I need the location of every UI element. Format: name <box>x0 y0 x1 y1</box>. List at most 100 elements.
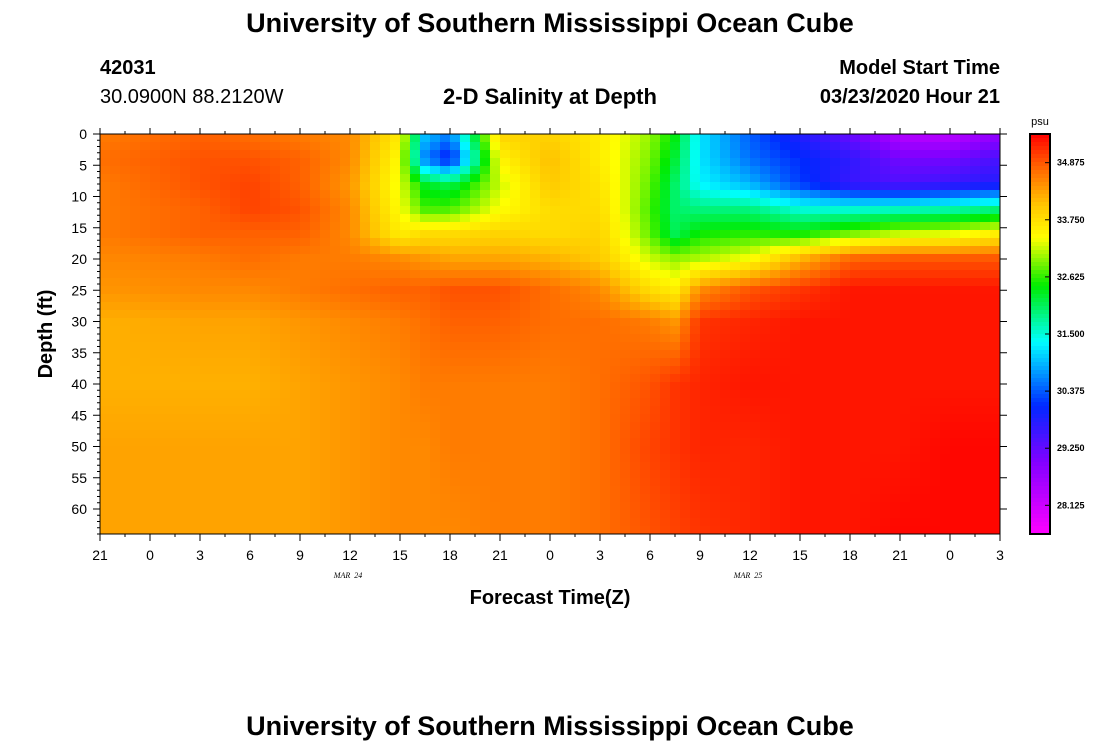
heatmap-cell <box>380 214 391 223</box>
heatmap-cell <box>450 278 461 287</box>
heatmap-cell <box>150 398 161 407</box>
heatmap-cell <box>230 278 241 287</box>
heatmap-cell <box>430 446 441 455</box>
heatmap-cell <box>270 366 281 375</box>
heatmap-cell <box>680 398 691 407</box>
heatmap-cell <box>980 294 991 303</box>
heatmap-cell <box>320 478 331 487</box>
heatmap-cell <box>490 222 501 231</box>
heatmap-cell <box>840 398 851 407</box>
heatmap-cell <box>650 390 661 399</box>
heatmap-cell <box>770 214 781 223</box>
heatmap-cell <box>970 182 981 191</box>
heatmap-cell <box>980 238 991 247</box>
heatmap-cell <box>960 158 971 167</box>
heatmap-cell <box>900 518 911 527</box>
y-tick-label: 20 <box>71 251 87 267</box>
heatmap-cell <box>240 438 251 447</box>
heatmap-cell <box>110 518 121 527</box>
heatmap-cell <box>610 302 621 311</box>
heatmap-cell <box>430 462 441 471</box>
heatmap-cell <box>210 318 221 327</box>
heatmap-cell <box>700 166 711 175</box>
heatmap-cell <box>230 446 241 455</box>
heatmap-cell <box>490 438 501 447</box>
heatmap-cell <box>420 238 431 247</box>
heatmap-cell <box>500 510 511 519</box>
heatmap-cell <box>310 470 321 479</box>
heatmap-cell <box>720 190 731 199</box>
heatmap-cell <box>520 294 531 303</box>
heatmap-cell <box>650 278 661 287</box>
heatmap-cell <box>590 462 601 471</box>
heatmap-cell <box>730 238 741 247</box>
heatmap-cell <box>100 246 111 255</box>
heatmap-cell <box>120 334 131 343</box>
heatmap-cell <box>500 374 511 383</box>
heatmap-cell <box>870 198 881 207</box>
heatmap-cell <box>340 294 351 303</box>
heatmap-cell <box>810 422 821 431</box>
heatmap-cell <box>110 230 121 239</box>
heatmap-cell <box>840 462 851 471</box>
heatmap-cell <box>240 214 251 223</box>
heatmap-cell <box>410 158 421 167</box>
colorbar-segment <box>1030 494 1050 499</box>
heatmap-cell <box>390 342 401 351</box>
heatmap-cell <box>440 246 451 255</box>
heatmap-cell <box>980 526 991 534</box>
heatmap-cell <box>210 446 221 455</box>
heatmap-cell <box>630 366 641 375</box>
y-tick-label: 10 <box>71 189 87 205</box>
heatmap-cell <box>570 174 581 183</box>
heatmap-cell <box>300 430 311 439</box>
heatmap-cell <box>270 278 281 287</box>
heatmap-cell <box>260 150 271 159</box>
heatmap-cell <box>490 254 501 263</box>
heatmap-cell <box>960 486 971 495</box>
heatmap-cell <box>460 430 471 439</box>
heatmap-cell <box>750 286 761 295</box>
heatmap-cell <box>100 166 111 175</box>
heatmap-cell <box>220 198 231 207</box>
heatmap-cell <box>880 246 891 255</box>
heatmap-cell <box>820 414 831 423</box>
heatmap-cell <box>540 390 551 399</box>
heatmap-cell <box>820 374 831 383</box>
heatmap-cell <box>710 390 721 399</box>
heatmap-cell <box>120 262 131 271</box>
heatmap-cell <box>800 318 811 327</box>
heatmap-cell <box>780 278 791 287</box>
heatmap-cell <box>200 382 211 391</box>
heatmap-cell <box>600 510 611 519</box>
heatmap-cell <box>840 518 851 527</box>
heatmap-cell <box>460 190 471 199</box>
heatmap-cell <box>510 174 521 183</box>
heatmap-cell <box>580 334 591 343</box>
heatmap-cell <box>410 398 421 407</box>
heatmap-cell <box>810 246 821 255</box>
heatmap-cell <box>560 302 571 311</box>
heatmap-cell <box>570 214 581 223</box>
heatmap-cell <box>110 166 121 175</box>
heatmap-cell <box>360 262 371 271</box>
x-tick-label: 9 <box>696 547 704 563</box>
heatmap-cell <box>660 302 671 311</box>
heatmap-cell <box>180 294 191 303</box>
heatmap-cell <box>950 174 961 183</box>
heatmap-cell <box>350 382 361 391</box>
heatmap-cell <box>190 438 201 447</box>
heatmap-cell <box>150 366 161 375</box>
heatmap-cell <box>870 454 881 463</box>
heatmap-cell <box>430 494 441 503</box>
heatmap-cell <box>580 174 591 183</box>
heatmap-cell <box>130 254 141 263</box>
heatmap-cell <box>250 430 261 439</box>
heatmap-cell <box>920 238 931 247</box>
heatmap-cell <box>310 166 321 175</box>
heatmap-cell <box>110 142 121 151</box>
heatmap-cell <box>910 366 921 375</box>
heatmap-cell <box>890 430 901 439</box>
heatmap-cell <box>480 262 491 271</box>
heatmap-cell <box>110 262 121 271</box>
